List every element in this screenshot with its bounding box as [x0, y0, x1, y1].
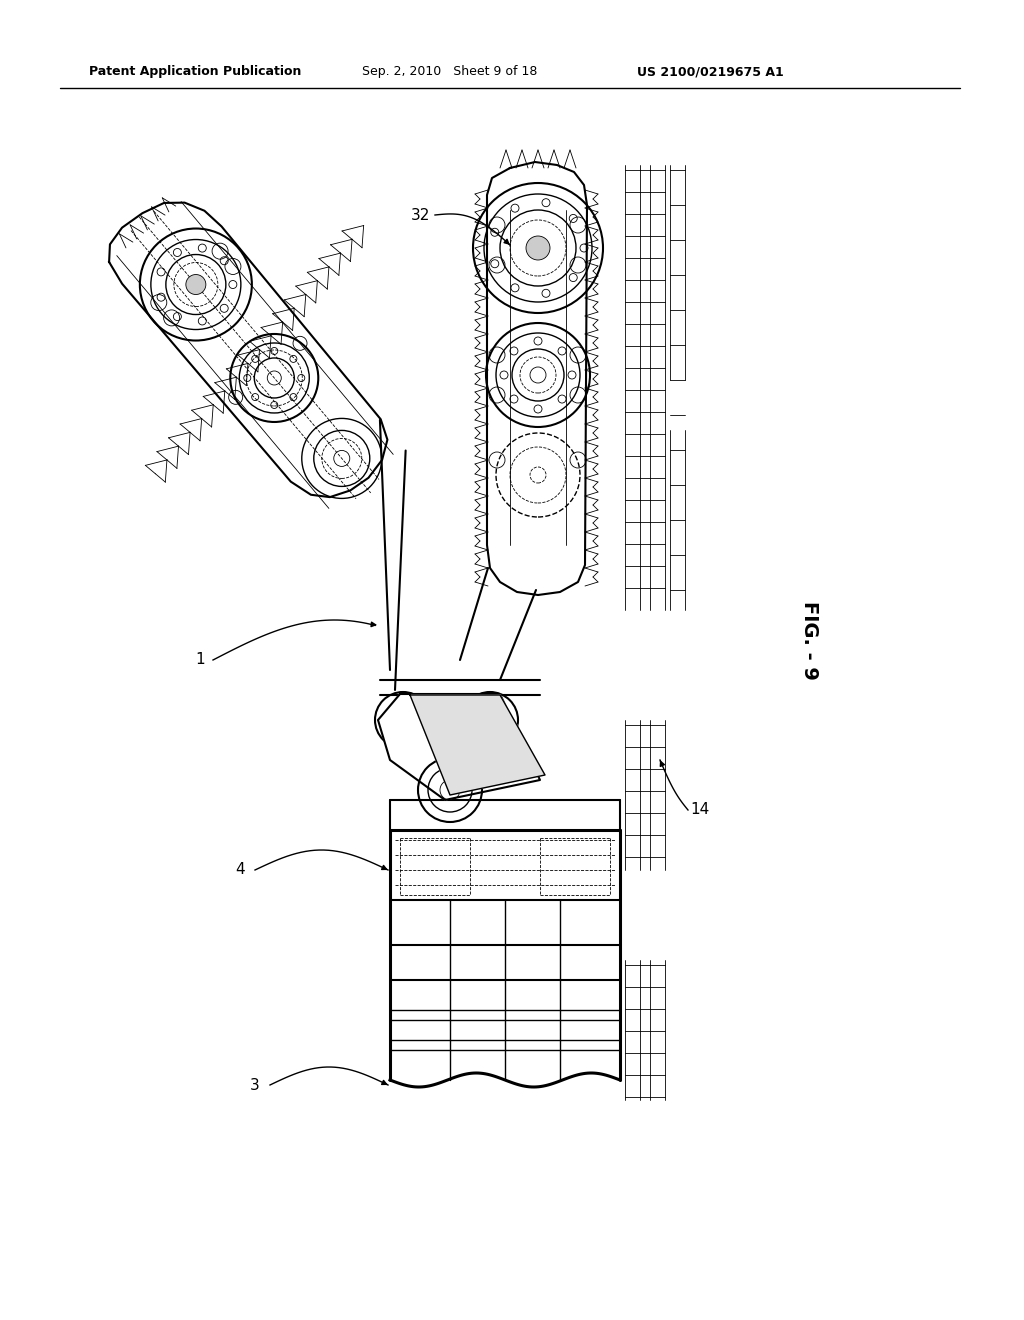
Text: 4: 4	[236, 862, 245, 878]
Text: Patent Application Publication: Patent Application Publication	[89, 66, 301, 78]
Text: 3: 3	[250, 1077, 260, 1093]
Text: 14: 14	[690, 803, 710, 817]
Text: Sep. 2, 2010   Sheet 9 of 18: Sep. 2, 2010 Sheet 9 of 18	[362, 66, 538, 78]
Text: 32: 32	[411, 207, 430, 223]
Polygon shape	[410, 696, 545, 795]
Text: US 2100/0219675 A1: US 2100/0219675 A1	[637, 66, 783, 78]
Text: FIG. - 9: FIG. - 9	[801, 601, 819, 680]
Polygon shape	[110, 202, 387, 498]
Polygon shape	[378, 694, 540, 800]
Text: 1: 1	[196, 652, 205, 668]
Circle shape	[186, 275, 206, 294]
Circle shape	[526, 236, 550, 260]
Polygon shape	[487, 162, 587, 595]
